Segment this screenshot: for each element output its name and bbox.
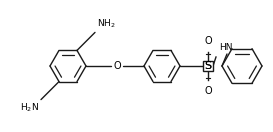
Text: H$_2$N: H$_2$N xyxy=(20,102,39,114)
Text: NH$_2$: NH$_2$ xyxy=(97,18,116,30)
Text: HN: HN xyxy=(219,43,233,52)
Text: O: O xyxy=(204,86,212,96)
Text: O: O xyxy=(204,36,212,46)
Text: S: S xyxy=(204,61,212,71)
FancyBboxPatch shape xyxy=(203,61,213,71)
Text: S: S xyxy=(204,61,212,71)
Text: O: O xyxy=(113,61,121,71)
